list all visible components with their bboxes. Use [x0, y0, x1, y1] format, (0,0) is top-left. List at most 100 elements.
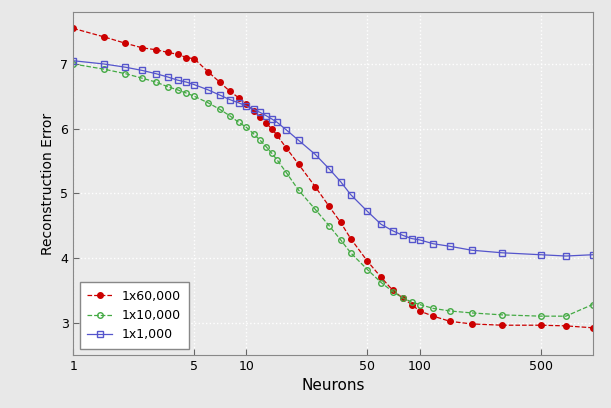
1x60,000	[139, 45, 146, 50]
1x10,000	[364, 267, 371, 272]
1x60,000	[468, 322, 475, 326]
1x1,000	[164, 74, 171, 79]
1x60,000	[408, 302, 415, 307]
1x60,000	[122, 41, 129, 46]
1x60,000	[100, 34, 108, 39]
1x1,000	[216, 93, 223, 98]
1x10,000	[191, 94, 198, 99]
1x60,000	[268, 126, 276, 131]
1x1,000	[139, 68, 146, 73]
1x60,000	[562, 324, 569, 328]
1x10,000	[499, 313, 506, 317]
1x10,000	[70, 62, 77, 67]
1x1,000	[204, 87, 211, 92]
1x1,000	[499, 251, 506, 255]
1x10,000	[268, 151, 276, 156]
1x60,000	[263, 121, 270, 126]
1x60,000	[250, 108, 257, 113]
1x1,000	[364, 209, 371, 214]
1x1,000	[235, 100, 242, 105]
1x1,000	[257, 110, 264, 115]
1x1,000	[226, 97, 233, 102]
1x1,000	[589, 252, 596, 257]
Y-axis label: Reconstruction Error: Reconstruction Error	[41, 113, 55, 255]
Legend: 1x60,000, 1x10,000, 1x1,000: 1x60,000, 1x10,000, 1x1,000	[79, 282, 189, 349]
1x60,000	[399, 296, 406, 301]
1x60,000	[174, 52, 181, 57]
1x60,000	[257, 115, 264, 120]
1x60,000	[447, 319, 454, 324]
1x60,000	[273, 133, 280, 137]
1x1,000	[283, 127, 290, 132]
1x1,000	[191, 82, 198, 87]
1x1,000	[263, 113, 270, 118]
1x1,000	[337, 179, 344, 184]
1x1,000	[562, 254, 569, 259]
1x60,000	[235, 95, 242, 100]
X-axis label: Neurons: Neurons	[301, 378, 365, 393]
1x1,000	[122, 65, 129, 70]
1x10,000	[226, 113, 233, 118]
1x60,000	[364, 259, 371, 264]
1x60,000	[204, 69, 211, 74]
1x10,000	[337, 237, 344, 242]
1x10,000	[100, 67, 108, 71]
1x10,000	[326, 223, 333, 228]
1x1,000	[250, 107, 257, 112]
1x10,000	[468, 310, 475, 315]
1x10,000	[416, 302, 423, 307]
Line: 1x10,000: 1x10,000	[70, 61, 596, 319]
1x60,000	[499, 323, 506, 328]
1x10,000	[295, 188, 302, 193]
1x10,000	[347, 251, 354, 255]
1x1,000	[326, 166, 333, 171]
1x10,000	[152, 80, 159, 84]
1x10,000	[408, 299, 415, 304]
1x60,000	[226, 89, 233, 93]
1x1,000	[347, 192, 354, 197]
1x60,000	[243, 102, 250, 106]
1x60,000	[326, 204, 333, 208]
1x60,000	[430, 314, 437, 319]
1x1,000	[430, 241, 437, 246]
1x10,000	[283, 170, 290, 175]
1x10,000	[243, 125, 250, 130]
1x10,000	[273, 157, 280, 162]
1x60,000	[337, 220, 344, 225]
1x1,000	[183, 80, 190, 84]
1x1,000	[268, 117, 276, 122]
1x60,000	[537, 323, 544, 328]
1x1,000	[399, 233, 406, 238]
1x1,000	[70, 58, 77, 63]
1x60,000	[347, 236, 354, 241]
1x60,000	[216, 80, 223, 84]
Line: 1x1,000: 1x1,000	[70, 58, 596, 259]
1x1,000	[295, 138, 302, 143]
1x10,000	[235, 120, 242, 124]
1x60,000	[191, 56, 198, 61]
1x10,000	[164, 84, 171, 89]
1x1,000	[174, 78, 181, 82]
Line: 1x60,000: 1x60,000	[70, 26, 596, 330]
1x10,000	[139, 76, 146, 81]
1x60,000	[589, 325, 596, 330]
1x60,000	[152, 47, 159, 52]
1x1,000	[389, 228, 397, 233]
1x10,000	[204, 100, 211, 105]
1x10,000	[430, 306, 437, 311]
1x10,000	[447, 308, 454, 313]
1x1,000	[152, 71, 159, 76]
1x10,000	[562, 314, 569, 319]
1x60,000	[70, 26, 77, 31]
1x10,000	[312, 207, 319, 212]
1x60,000	[378, 275, 385, 280]
1x10,000	[537, 314, 544, 319]
1x1,000	[416, 237, 423, 242]
1x10,000	[589, 302, 596, 307]
1x10,000	[183, 91, 190, 95]
1x1,000	[408, 236, 415, 241]
1x60,000	[283, 146, 290, 151]
1x10,000	[263, 144, 270, 149]
1x1,000	[468, 248, 475, 253]
1x60,000	[295, 162, 302, 166]
